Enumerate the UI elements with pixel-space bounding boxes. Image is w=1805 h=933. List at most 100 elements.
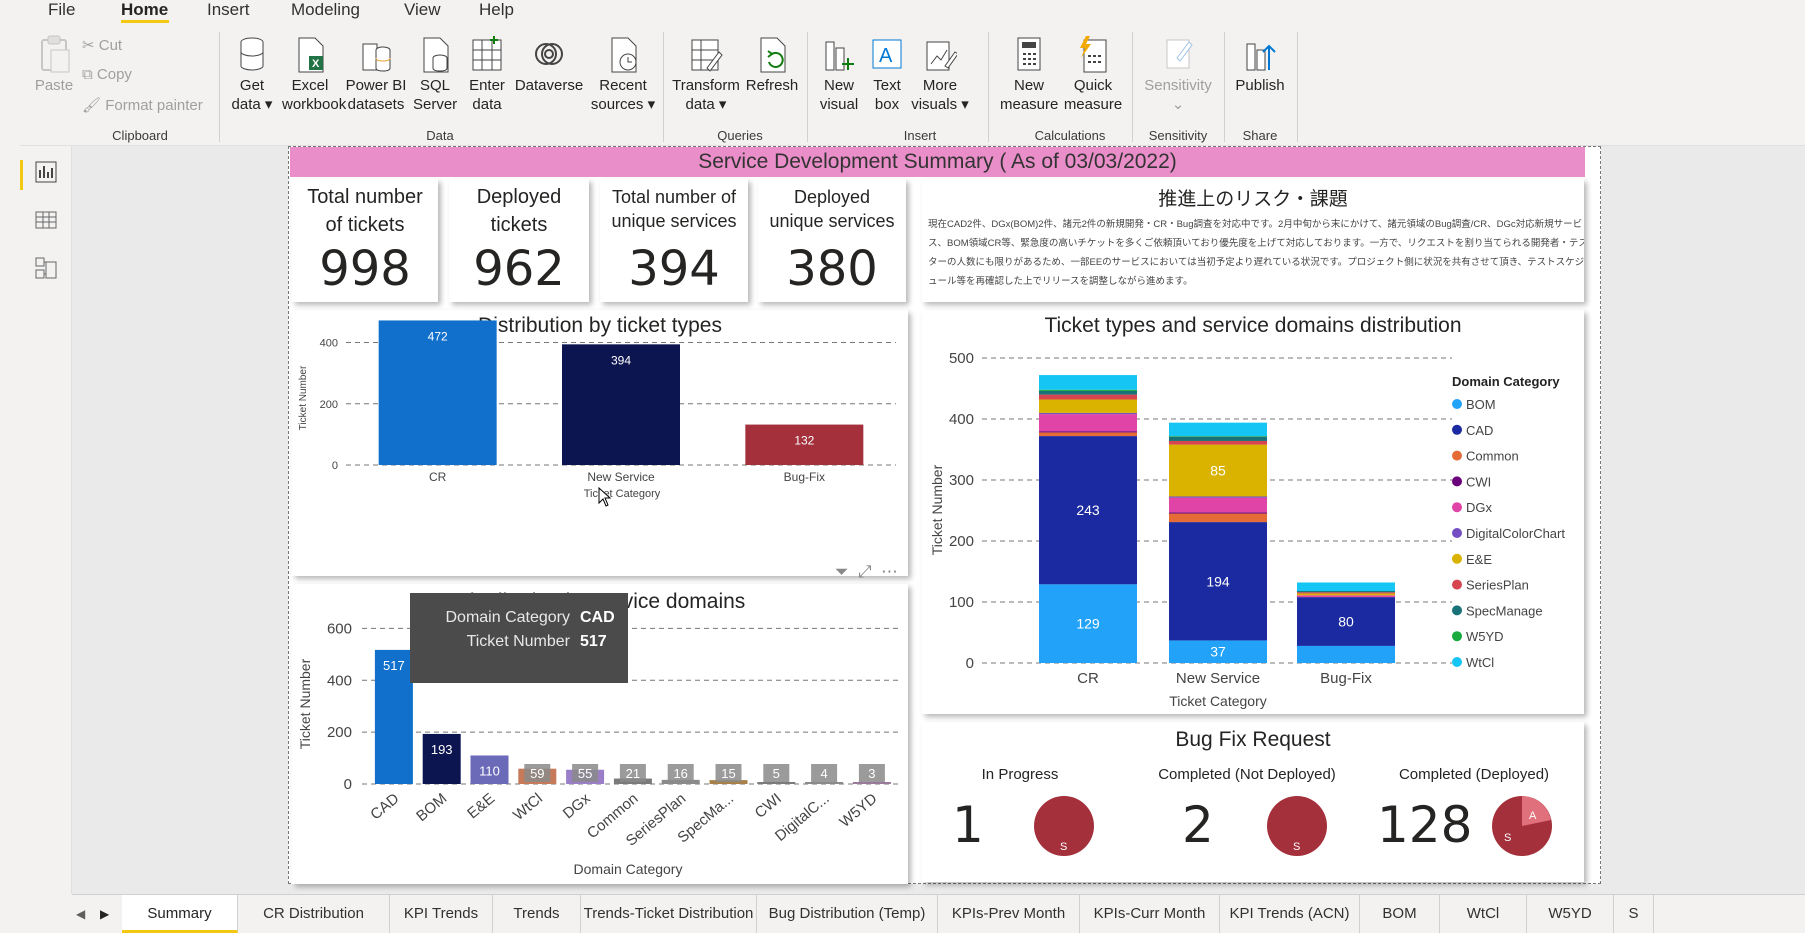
legend-label: DGx: [1466, 500, 1493, 515]
format-painter-icon: 🖌: [82, 97, 102, 114]
kpi-card-deployed-tickets[interactable]: Deployed tickets 962: [449, 179, 589, 302]
format-painter-button[interactable]: 🖌 Format painter: [82, 96, 203, 114]
menu-help[interactable]: Help: [479, 0, 514, 19]
stacked-bar-segment: [1039, 414, 1137, 432]
service-domains-chart[interactable]: Distribution by service domains 02004006…: [292, 584, 908, 884]
stacked-bar-segment: [1169, 436, 1267, 437]
enter-data-button[interactable]: Enter data: [466, 34, 508, 114]
sql-server-button[interactable]: SQL Server: [413, 34, 457, 114]
kpi-card-total-tickets[interactable]: Total number of tickets 998: [292, 179, 438, 302]
menu-modeling[interactable]: Modeling: [291, 0, 360, 19]
page-tab[interactable]: KPI Trends (ACN): [1220, 895, 1360, 933]
copy-button[interactable]: ⧉ Copy: [82, 66, 132, 83]
transform-data-button[interactable]: Transform data ▾: [672, 34, 740, 114]
menu-file[interactable]: File: [48, 0, 76, 19]
x-tick-label: Bug-Fix: [1320, 670, 1372, 687]
page-tab[interactable]: BOM: [1360, 895, 1440, 933]
new-measure-button[interactable]: New measure: [1000, 34, 1058, 114]
data-label: 55: [578, 766, 592, 781]
x-axis-title: Ticket Category: [1169, 693, 1267, 709]
menu-view[interactable]: View: [404, 0, 441, 19]
stacked-bar-segment: [1169, 497, 1267, 513]
stacked-bar-segment: [1297, 593, 1395, 596]
kpi-card-deployed-unique-services[interactable]: Deployed unique services 380: [758, 179, 906, 302]
data-label: 16: [673, 766, 687, 781]
pie-slice-label: S: [1060, 841, 1067, 853]
refresh-button[interactable]: Refresh: [744, 34, 800, 95]
report-banner: Service Development Summary ( As of 03/0…: [290, 147, 1585, 177]
risk-issues-card[interactable]: 推進上のリスク・課題 現在CAD2件、DGx(BOM)2件、諸元2件の新規開発・…: [922, 179, 1584, 302]
page-tab[interactable]: WtCl: [1440, 895, 1527, 933]
x-tick-label: CR: [1077, 670, 1099, 687]
x-tick-label: Bug-Fix: [784, 470, 825, 484]
bugfix-deployed-pie: AS: [1492, 796, 1552, 856]
dataverse-label: Dataverse: [514, 77, 584, 94]
quick-measure-button[interactable]: Quick measure: [1062, 34, 1124, 114]
text-box-button[interactable]: A Text box: [868, 34, 906, 114]
menu-home[interactable]: Home: [121, 0, 169, 19]
bugfix-deployed-label: Completed (Deployed): [1398, 766, 1550, 783]
y-axis-title: Ticket Number: [297, 658, 313, 749]
more-options-icon[interactable]: ⋯: [881, 562, 898, 581]
format-painter-label: Format painter: [105, 97, 203, 114]
page-tab[interactable]: KPIs-Curr Month: [1080, 895, 1220, 933]
dataverse-button[interactable]: Dataverse: [512, 34, 586, 95]
model-view-icon[interactable]: [34, 256, 58, 280]
filter-icon[interactable]: ⏷: [834, 562, 849, 581]
paste-button[interactable]: Paste: [34, 34, 74, 95]
separator: [1132, 32, 1133, 142]
bugfix-not-deployed-pie: S: [1267, 796, 1327, 856]
y-tick-label: 200: [327, 724, 352, 741]
x-tick-label: W5YD: [836, 790, 880, 831]
tab-scroll-right-icon[interactable]: ▶: [100, 907, 110, 921]
power-bi-datasets-button[interactable]: Power BI datasets: [345, 34, 407, 114]
get-data-label-1: Get: [239, 77, 265, 94]
stacked-distribution-chart[interactable]: Ticket types and service domains distrib…: [922, 310, 1584, 714]
new-visual-icon: [825, 41, 854, 71]
cut-button[interactable]: ✂ Cut: [82, 36, 122, 54]
separator: [807, 32, 808, 142]
bar: [378, 320, 497, 465]
bugfix-in-progress-pie: S: [1034, 796, 1094, 856]
text-box-label-1: Text: [873, 77, 901, 94]
legend-marker: [1452, 450, 1462, 461]
kpi-card-unique-services[interactable]: Total number of unique services 394: [600, 179, 748, 302]
dataset-icon: [362, 43, 391, 72]
legend-label: CAD: [1466, 423, 1493, 438]
focus-mode-icon[interactable]: ⤢: [857, 562, 872, 581]
get-data-button[interactable]: Get data ▾: [228, 34, 276, 114]
bar: [852, 782, 891, 784]
paste-icon: [41, 35, 70, 73]
menu-insert[interactable]: Insert: [207, 0, 250, 19]
page-tab[interactable]: KPIs-Prev Month: [938, 895, 1080, 933]
report-view-icon[interactable]: [34, 160, 58, 184]
page-tab[interactable]: Trends: [493, 895, 581, 933]
y-tick-label: 200: [949, 533, 974, 550]
y-tick-label: 0: [966, 655, 974, 672]
tab-scroll-left-icon[interactable]: ◀: [76, 907, 86, 921]
excel-workbook-button[interactable]: X Excel workbook: [282, 34, 346, 114]
recent-sources-button[interactable]: Recent sources ▾: [590, 34, 656, 114]
sensitivity-button[interactable]: Sensitivity ⌄: [1140, 34, 1216, 114]
data-view-icon[interactable]: [34, 208, 58, 232]
page-tab[interactable]: Bug Distribution (Temp): [757, 895, 938, 933]
calculator-icon: [1017, 37, 1041, 71]
page-tab[interactable]: S: [1614, 895, 1654, 933]
page-tab[interactable]: Trends-Ticket Distribution: [581, 895, 757, 933]
clipboard-group-label: Clipboard: [112, 128, 168, 143]
page-tab[interactable]: CR Distribution: [238, 895, 390, 933]
new-visual-button[interactable]: New visual: [816, 34, 862, 114]
legend-marker: [1452, 502, 1462, 513]
legend-label: E&E: [1466, 552, 1492, 567]
page-tab[interactable]: W5YD: [1527, 895, 1614, 933]
page-tab[interactable]: KPI Trends: [390, 895, 493, 933]
bug-fix-request-card[interactable]: Bug Fix Request In Progress 1 S Complete…: [922, 722, 1584, 882]
tooltip-value: CAD: [580, 609, 615, 626]
publish-button[interactable]: Publish: [1230, 34, 1290, 95]
ticket-types-chart[interactable]: Distribution by ticket types 0 200 400 472 C…: [292, 310, 908, 581]
page-tab[interactable]: Summary: [122, 895, 238, 933]
data-label: 132: [794, 434, 814, 448]
kpi-value: 394: [628, 241, 720, 297]
more-visuals-button[interactable]: More visuals ▾: [910, 34, 970, 114]
legend-marker: [1452, 528, 1462, 538]
